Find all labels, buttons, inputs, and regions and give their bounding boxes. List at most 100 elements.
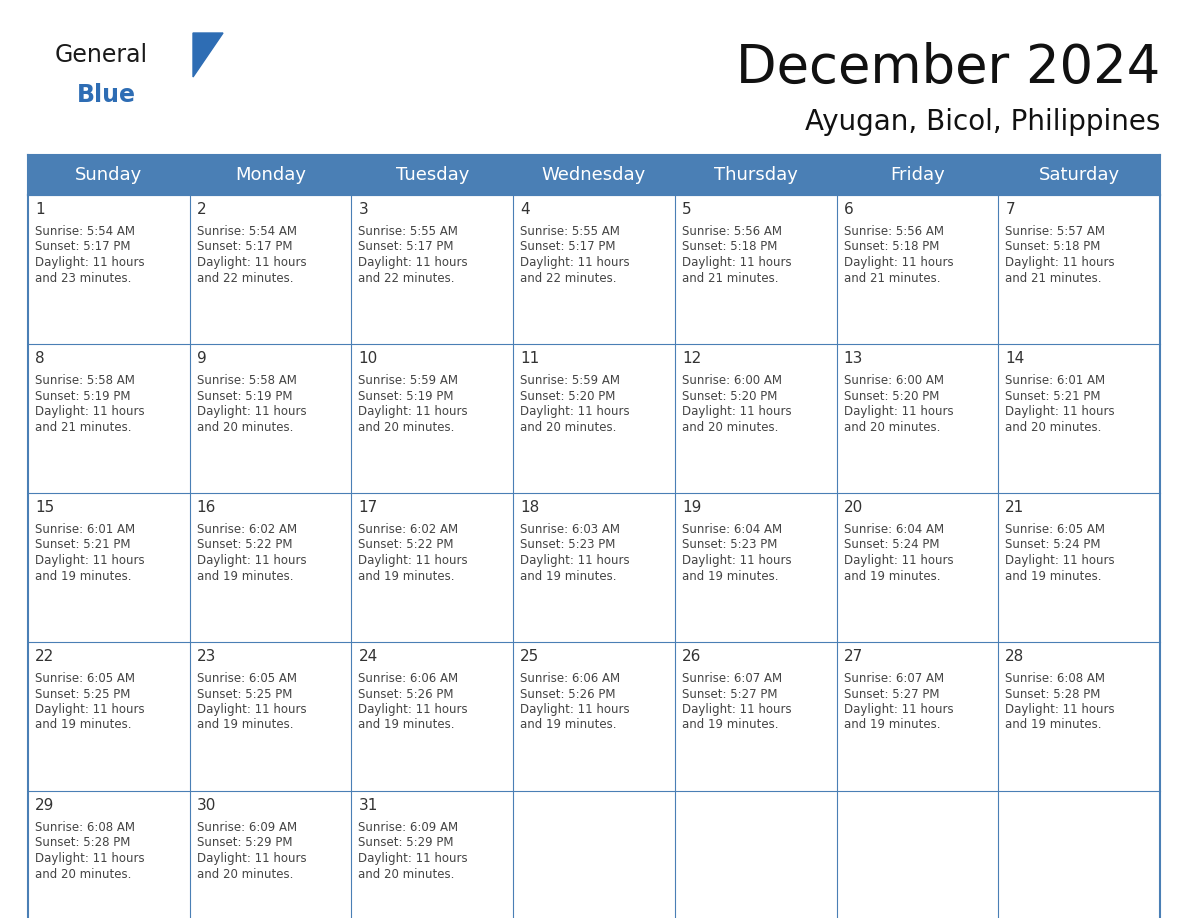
Text: Sunrise: 6:05 AM: Sunrise: 6:05 AM [1005, 523, 1105, 536]
Text: Sunset: 5:17 PM: Sunset: 5:17 PM [197, 241, 292, 253]
Text: 21: 21 [1005, 500, 1024, 515]
Text: Sunset: 5:19 PM: Sunset: 5:19 PM [34, 389, 131, 402]
Text: and 19 minutes.: and 19 minutes. [197, 569, 293, 583]
Text: Sunrise: 6:09 AM: Sunrise: 6:09 AM [197, 821, 297, 834]
Text: 5: 5 [682, 202, 691, 217]
Text: Sunset: 5:29 PM: Sunset: 5:29 PM [197, 836, 292, 849]
Text: Daylight: 11 hours: Daylight: 11 hours [682, 554, 791, 567]
Text: and 19 minutes.: and 19 minutes. [359, 719, 455, 732]
Text: 11: 11 [520, 351, 539, 366]
Text: and 20 minutes.: and 20 minutes. [682, 420, 778, 433]
Text: and 22 minutes.: and 22 minutes. [359, 272, 455, 285]
Text: Daylight: 11 hours: Daylight: 11 hours [359, 256, 468, 269]
Text: and 21 minutes.: and 21 minutes. [682, 272, 778, 285]
Text: Wednesday: Wednesday [542, 166, 646, 184]
Text: and 21 minutes.: and 21 minutes. [1005, 272, 1101, 285]
Text: 19: 19 [682, 500, 701, 515]
Text: Daylight: 11 hours: Daylight: 11 hours [34, 256, 145, 269]
Text: 2: 2 [197, 202, 207, 217]
Text: Sunset: 5:23 PM: Sunset: 5:23 PM [682, 539, 777, 552]
Text: 13: 13 [843, 351, 862, 366]
Text: Sunrise: 6:07 AM: Sunrise: 6:07 AM [682, 672, 782, 685]
Text: and 19 minutes.: and 19 minutes. [682, 569, 778, 583]
Text: Sunset: 5:26 PM: Sunset: 5:26 PM [359, 688, 454, 700]
Text: Daylight: 11 hours: Daylight: 11 hours [520, 405, 630, 418]
Text: Sunrise: 6:00 AM: Sunrise: 6:00 AM [682, 374, 782, 387]
Text: Daylight: 11 hours: Daylight: 11 hours [843, 554, 953, 567]
Text: Daylight: 11 hours: Daylight: 11 hours [197, 405, 307, 418]
Text: Daylight: 11 hours: Daylight: 11 hours [1005, 703, 1114, 716]
Text: 28: 28 [1005, 649, 1024, 664]
Text: Sunset: 5:27 PM: Sunset: 5:27 PM [682, 688, 777, 700]
Text: Friday: Friday [890, 166, 944, 184]
Text: Daylight: 11 hours: Daylight: 11 hours [1005, 554, 1114, 567]
Text: and 20 minutes.: and 20 minutes. [197, 420, 293, 433]
Text: Sunset: 5:17 PM: Sunset: 5:17 PM [34, 241, 131, 253]
Text: Ayugan, Bicol, Philippines: Ayugan, Bicol, Philippines [804, 108, 1159, 136]
Text: Sunrise: 5:56 AM: Sunrise: 5:56 AM [682, 225, 782, 238]
Text: Sunset: 5:25 PM: Sunset: 5:25 PM [197, 688, 292, 700]
Text: 25: 25 [520, 649, 539, 664]
Text: 15: 15 [34, 500, 55, 515]
Text: Daylight: 11 hours: Daylight: 11 hours [520, 703, 630, 716]
Text: 7: 7 [1005, 202, 1015, 217]
Text: Daylight: 11 hours: Daylight: 11 hours [359, 703, 468, 716]
Text: Sunset: 5:20 PM: Sunset: 5:20 PM [520, 389, 615, 402]
Text: 16: 16 [197, 500, 216, 515]
Text: 6: 6 [843, 202, 853, 217]
Text: 29: 29 [34, 798, 55, 813]
Text: Sunrise: 5:54 AM: Sunrise: 5:54 AM [197, 225, 297, 238]
Text: Daylight: 11 hours: Daylight: 11 hours [197, 256, 307, 269]
Text: 22: 22 [34, 649, 55, 664]
Text: Sunset: 5:18 PM: Sunset: 5:18 PM [682, 241, 777, 253]
Text: Sunset: 5:21 PM: Sunset: 5:21 PM [1005, 389, 1101, 402]
Text: Sunrise: 6:08 AM: Sunrise: 6:08 AM [1005, 672, 1105, 685]
Text: Sunset: 5:19 PM: Sunset: 5:19 PM [359, 389, 454, 402]
Text: and 19 minutes.: and 19 minutes. [34, 719, 132, 732]
Text: 24: 24 [359, 649, 378, 664]
Text: and 19 minutes.: and 19 minutes. [843, 569, 940, 583]
Text: Blue: Blue [77, 83, 135, 107]
Text: 31: 31 [359, 798, 378, 813]
Text: Sunrise: 6:06 AM: Sunrise: 6:06 AM [359, 672, 459, 685]
Text: Daylight: 11 hours: Daylight: 11 hours [197, 852, 307, 865]
Text: 3: 3 [359, 202, 368, 217]
Text: Sunset: 5:23 PM: Sunset: 5:23 PM [520, 539, 615, 552]
Text: Sunrise: 6:09 AM: Sunrise: 6:09 AM [359, 821, 459, 834]
Text: December 2024: December 2024 [735, 42, 1159, 94]
Text: and 22 minutes.: and 22 minutes. [197, 272, 293, 285]
Text: Daylight: 11 hours: Daylight: 11 hours [197, 703, 307, 716]
Text: and 19 minutes.: and 19 minutes. [34, 569, 132, 583]
Text: Sunset: 5:17 PM: Sunset: 5:17 PM [359, 241, 454, 253]
Text: Sunset: 5:20 PM: Sunset: 5:20 PM [843, 389, 939, 402]
Text: Daylight: 11 hours: Daylight: 11 hours [520, 554, 630, 567]
Text: Daylight: 11 hours: Daylight: 11 hours [682, 256, 791, 269]
Text: Sunrise: 6:01 AM: Sunrise: 6:01 AM [1005, 374, 1105, 387]
Text: Daylight: 11 hours: Daylight: 11 hours [682, 405, 791, 418]
Text: Sunrise: 5:56 AM: Sunrise: 5:56 AM [843, 225, 943, 238]
Text: 23: 23 [197, 649, 216, 664]
Text: and 19 minutes.: and 19 minutes. [843, 719, 940, 732]
Text: Sunrise: 5:58 AM: Sunrise: 5:58 AM [197, 374, 297, 387]
Text: Thursday: Thursday [714, 166, 797, 184]
Text: Sunrise: 5:57 AM: Sunrise: 5:57 AM [1005, 225, 1105, 238]
Text: and 19 minutes.: and 19 minutes. [1005, 719, 1101, 732]
Text: 26: 26 [682, 649, 701, 664]
Text: and 20 minutes.: and 20 minutes. [1005, 420, 1101, 433]
Text: and 20 minutes.: and 20 minutes. [197, 868, 293, 880]
Text: and 22 minutes.: and 22 minutes. [520, 272, 617, 285]
Text: Sunrise: 5:55 AM: Sunrise: 5:55 AM [359, 225, 459, 238]
Text: and 19 minutes.: and 19 minutes. [359, 569, 455, 583]
Text: Tuesday: Tuesday [396, 166, 469, 184]
Bar [29, 155, 1159, 195]
Text: 4: 4 [520, 202, 530, 217]
Text: Sunrise: 6:02 AM: Sunrise: 6:02 AM [359, 523, 459, 536]
Text: Daylight: 11 hours: Daylight: 11 hours [843, 256, 953, 269]
Text: Sunrise: 6:07 AM: Sunrise: 6:07 AM [843, 672, 943, 685]
Text: Daylight: 11 hours: Daylight: 11 hours [1005, 405, 1114, 418]
Text: Daylight: 11 hours: Daylight: 11 hours [359, 852, 468, 865]
Text: and 19 minutes.: and 19 minutes. [520, 569, 617, 583]
Text: 30: 30 [197, 798, 216, 813]
Polygon shape [192, 33, 223, 77]
Text: 18: 18 [520, 500, 539, 515]
